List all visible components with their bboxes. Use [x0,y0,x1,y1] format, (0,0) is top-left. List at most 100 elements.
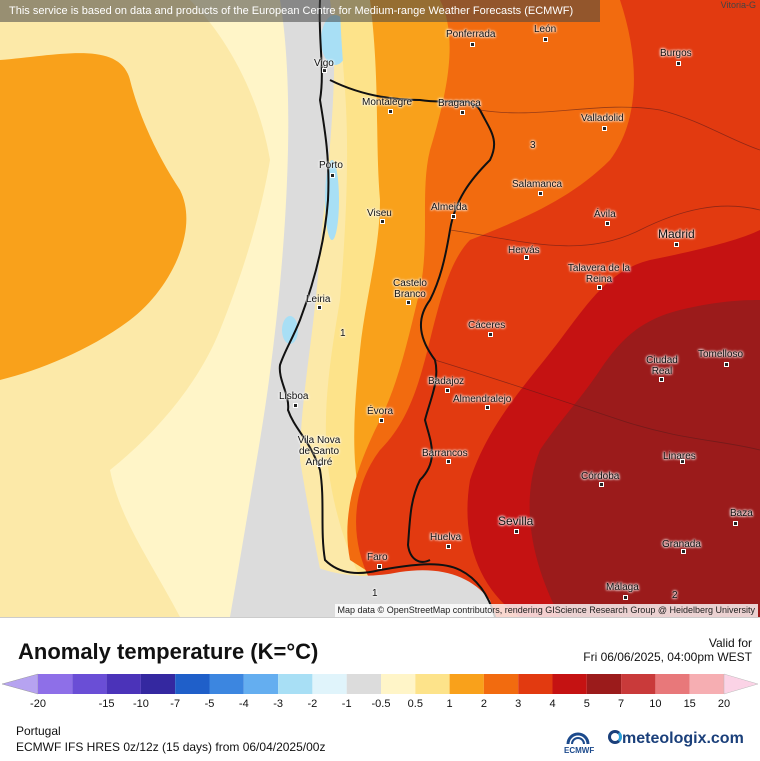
city-salamanca: Salamanca [512,179,563,190]
city-baza: Baza [730,508,753,519]
city-madrid: Madrid [658,227,695,241]
scale-swatch [415,674,450,694]
scale-tick-label: 20 [717,698,731,710]
valid-label: Valid for [708,636,752,650]
legend-title: Anomaly temperature (K=°C) [18,639,319,664]
map-area[interactable]: This service is based on data and produc… [0,0,760,617]
land-maximum-area [529,300,760,617]
neutral-coastal-strip [230,0,335,617]
city-almeida: Almeida [431,202,468,213]
city-marker [470,42,475,47]
meteologix-logo[interactable]: meteologix.com [608,730,744,748]
scale-max-arrow [723,673,759,695]
scale-tick-label: 7 [618,698,625,710]
scale-swatch [621,674,656,694]
scale-tick-label: 3 [515,698,522,710]
city-marker [317,462,322,467]
scale-swatch [483,674,519,694]
scale-tick-label: -10 [132,698,149,710]
city-cordoba: Córdoba [581,471,620,482]
city-marker [485,405,490,410]
city-marker [322,68,327,73]
southern-sea-strip [300,560,495,617]
city-braganca: Bragança [438,98,481,109]
contour-label: 3 [530,140,536,151]
city-marker [659,377,664,382]
contour-label: 1 [340,328,346,339]
national-border [329,79,496,563]
scale-tick-label: -5 [204,698,215,710]
city-marker [538,191,543,196]
city-marker [460,110,465,115]
valid-time: Fri 06/06/2025, 04:00pm WEST [583,650,752,664]
coastline [278,0,496,617]
city-ponferrada: Ponferrada [446,29,496,40]
city-avila: Ávila [594,209,616,220]
scale-tick-label: -15 [98,698,115,710]
scale-tick-label: -1 [341,698,352,710]
city-marker [317,305,322,310]
offshore-warm-area [0,53,187,380]
color-scale-bar [1,673,759,695]
scale-tick-label: -0.5 [371,698,391,710]
city-leiria: Leiria [306,294,331,305]
cool-patch-leiria [282,316,298,344]
city-marker [623,595,628,600]
region-label: Portugal [16,724,61,738]
city-marker [605,221,610,226]
city-marker [674,242,679,247]
city-burgos: Burgos [660,48,692,59]
scale-swatch [381,674,416,694]
contour-label: 1 [372,588,378,599]
scale-tick-label: -2 [307,698,318,710]
ecmwf-logo-icon [566,732,590,745]
city-sevilla: Sevilla [498,514,534,528]
city-marker [330,173,335,178]
scale-tick-label: 4 [549,698,556,710]
city-marker [514,529,519,534]
city-faro: Faro [367,552,388,563]
city-huelva: Huelva [430,532,462,543]
city-marker [676,61,681,66]
city-linares: Linares [663,451,696,462]
scale-swatch [312,674,347,694]
meteologix-logo-icon [608,730,622,744]
scale-swatch [689,674,724,694]
city-marker [597,285,602,290]
scale-swatch [518,674,553,694]
city-caceres: Cáceres [468,320,506,331]
city-ciudad-real: Ciudad Real [646,355,678,377]
city-viseu: Viseu [367,208,392,219]
scale-swatch [586,674,622,694]
city-leon: León [534,24,557,35]
city-tomelloso: Tomelloso [698,349,744,360]
city-marker [543,37,548,42]
scale-tick-label: 2 [480,698,487,710]
city-vila-nova-de-santo-andre: Vila Nova de Santo André [297,435,341,468]
ecmwf-logo-text: ECMWF [564,746,595,755]
scale-tick-label: 10 [649,698,662,710]
contour-label: 2 [672,590,678,601]
city-barrancos: Barrancos [422,448,468,459]
city-marker [451,214,456,219]
city-montalegre: Montalegre [362,97,413,108]
city-vigo: Vigo [314,58,334,69]
ecmwf-banner: This service is based on data and produc… [0,0,600,22]
city-marker [377,564,382,569]
scale-swatch [243,674,279,694]
city-marker [680,459,685,464]
city-lisboa: Lisboa [279,391,309,402]
city-marker [599,482,604,487]
city-marker [488,332,493,337]
scale-swatch [72,674,107,694]
scale-swatch [346,674,381,694]
scale-tick-label: 5 [583,698,590,710]
scale-tick-label: -4 [238,698,249,710]
city-marker [380,219,385,224]
city-marker [446,459,451,464]
scale-tick-label: 0.5 [407,698,423,710]
scale-tick-label: -7 [170,698,181,710]
city-marker [293,403,298,408]
city-marker [445,388,450,393]
city-castelo-branco: Castelo Branco [393,278,427,300]
